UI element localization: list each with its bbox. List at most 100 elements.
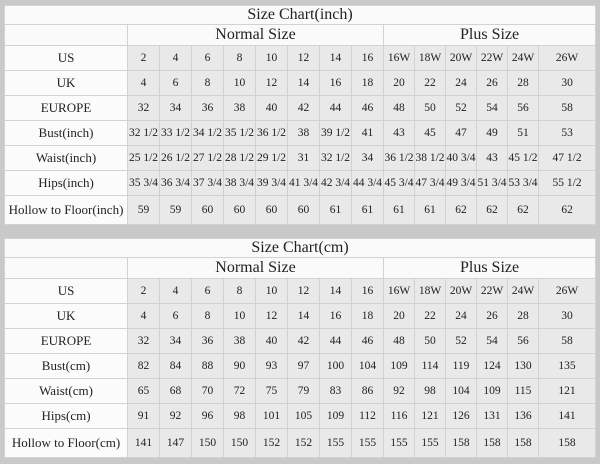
size-value-cell: 30 <box>537 303 597 329</box>
size-value-cell: 59 <box>159 195 192 225</box>
size-value-cell: 2 <box>127 45 160 71</box>
size-value-cell: 70 <box>191 378 224 404</box>
table-row: US 2 4 6 8 10 12 14 16 16W 18W 20W 22W 24W 26W <box>4 45 597 71</box>
size-value-cell: 141 <box>127 428 160 458</box>
size-value-cell: 114 <box>414 353 446 379</box>
size-value-cell: 100 <box>319 353 352 379</box>
size-value-cell: 61 <box>383 195 415 225</box>
size-value-cell: 92 <box>383 378 415 404</box>
size-value-cell: 62 <box>537 195 597 225</box>
size-value-cell: 61 <box>351 195 384 225</box>
size-value-cell: 116 <box>383 403 415 429</box>
row-label: Bust(cm) <box>4 353 128 379</box>
size-value-cell: 18W <box>414 45 446 71</box>
chart-title: Size Chart(cm) <box>3 238 597 258</box>
size-value-cell: 40 3/4 <box>445 145 477 171</box>
size-value-cell: 91 <box>127 403 160 429</box>
size-value-cell: 8 <box>223 278 256 304</box>
size-value-cell: 22W <box>476 278 508 304</box>
size-value-cell: 20 <box>383 70 415 96</box>
chart-title: Size Chart(inch) <box>3 5 597 25</box>
size-value-cell: 12 <box>255 70 288 96</box>
size-value-cell: 126 <box>445 403 477 429</box>
size-value-cell: 93 <box>255 353 288 379</box>
size-value-cell: 8 <box>191 70 224 96</box>
size-value-cell: 29 1/2 <box>255 145 288 171</box>
size-value-cell: 6 <box>159 70 192 96</box>
size-value-cell: 44 3/4 <box>351 170 384 196</box>
table-row: Hollow to Floor(inch) 59 59 60 60 60 60 61 61 61 6… <box>4 195 597 225</box>
size-value-cell: 35 1/2 <box>223 120 256 146</box>
size-value-cell: 32 <box>127 328 160 354</box>
row-label: EUROPE <box>4 95 128 121</box>
size-value-cell: 27 1/2 <box>191 145 224 171</box>
table-row: Hips(inch) 35 3/4 36 3/4 37 3/4 38 3/4 39 3/4… <box>4 170 597 196</box>
size-value-cell: 16W <box>383 278 415 304</box>
row-label: Hollow to Floor(cm) <box>4 428 128 458</box>
size-value-cell: 136 <box>507 403 539 429</box>
size-value-cell: 4 <box>159 45 192 71</box>
size-value-cell: 115 <box>507 378 539 404</box>
size-value-cell: 4 <box>127 303 160 329</box>
table-row: Waist(cm) 65 68 70 72 75 79 83 86 92 98 104 109 115 12… <box>4 378 597 404</box>
size-value-cell: 14 <box>319 45 352 71</box>
size-value-cell: 14 <box>287 303 320 329</box>
size-value-cell: 98 <box>414 378 446 404</box>
size-value-cell: 36 1/2 <box>383 145 415 171</box>
size-value-cell: 41 3/4 <box>287 170 320 196</box>
size-value-cell: 26W <box>537 45 597 71</box>
size-value-cell: 12 <box>287 278 320 304</box>
size-value-cell: 96 <box>191 403 224 429</box>
size-value-cell: 60 <box>191 195 224 225</box>
row-label: Bust(inch) <box>4 120 128 146</box>
size-value-cell: 18W <box>414 278 446 304</box>
size-value-cell: 42 3/4 <box>319 170 352 196</box>
size-value-cell: 58 <box>537 328 597 354</box>
size-value-cell: 35 3/4 <box>127 170 160 196</box>
size-value-cell: 40 <box>255 328 288 354</box>
size-value-cell: 158 <box>476 428 508 458</box>
size-value-cell: 26 1/2 <box>159 145 192 171</box>
size-value-cell: 131 <box>476 403 508 429</box>
size-value-cell: 22W <box>476 45 508 71</box>
size-value-cell: 90 <box>223 353 256 379</box>
size-value-cell: 36 1/2 <box>255 120 288 146</box>
row-label: Hollow to Floor(inch) <box>4 195 128 225</box>
size-value-cell: 45 <box>414 120 446 146</box>
size-value-cell: 12 <box>287 45 320 71</box>
size-value-cell: 52 <box>445 328 477 354</box>
size-value-cell: 56 <box>507 95 539 121</box>
size-value-cell: 47 3/4 <box>414 170 446 196</box>
size-value-cell: 58 <box>537 95 597 121</box>
size-value-cell: 44 <box>319 95 352 121</box>
size-value-cell: 109 <box>476 378 508 404</box>
size-value-cell: 28 1/2 <box>223 145 256 171</box>
size-value-cell: 26 <box>476 70 508 96</box>
size-value-cell: 26 <box>476 303 508 329</box>
row-label: UK <box>4 303 128 329</box>
size-value-cell: 119 <box>445 353 477 379</box>
size-value-cell: 42 <box>287 328 320 354</box>
size-value-cell: 39 3/4 <box>255 170 288 196</box>
size-value-cell: 84 <box>159 353 192 379</box>
size-value-cell: 62 <box>476 195 508 225</box>
row-label: Hips(cm) <box>4 403 128 429</box>
size-value-cell: 39 1/2 <box>319 120 352 146</box>
size-value-cell: 8 <box>191 303 224 329</box>
size-value-cell: 109 <box>319 403 352 429</box>
size-value-cell: 104 <box>351 353 384 379</box>
size-value-cell: 82 <box>127 353 160 379</box>
size-value-cell: 16 <box>351 45 384 71</box>
size-value-cell: 65 <box>127 378 160 404</box>
size-value-cell: 45 3/4 <box>383 170 415 196</box>
size-value-cell: 16 <box>319 70 352 96</box>
size-value-cell: 54 <box>476 95 508 121</box>
size-value-cell: 60 <box>287 195 320 225</box>
size-value-cell: 38 3/4 <box>223 170 256 196</box>
size-value-cell: 18 <box>351 303 384 329</box>
size-value-cell: 51 <box>507 120 539 146</box>
size-value-cell: 49 3/4 <box>445 170 477 196</box>
size-value-cell: 24W <box>507 278 539 304</box>
size-value-cell: 152 <box>287 428 320 458</box>
size-value-cell: 16W <box>383 45 415 71</box>
